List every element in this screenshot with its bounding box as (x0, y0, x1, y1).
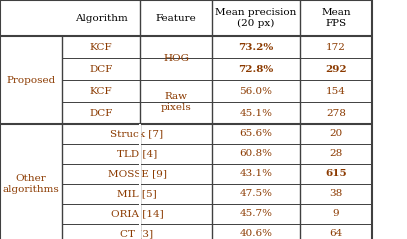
Text: 45.1%: 45.1% (239, 109, 273, 118)
Text: Mean precision
(20 px): Mean precision (20 px) (215, 8, 297, 28)
Text: 292: 292 (325, 65, 347, 74)
Text: 56.0%: 56.0% (239, 87, 273, 96)
Text: Struck [7]: Struck [7] (110, 130, 164, 138)
Text: 43.1%: 43.1% (239, 169, 273, 179)
Text: 615: 615 (325, 169, 347, 179)
Text: Algorithm: Algorithm (74, 13, 127, 22)
Text: Raw
pixels: Raw pixels (161, 92, 191, 112)
Text: 172: 172 (326, 43, 346, 51)
Text: ORIA [14]: ORIA [14] (111, 210, 163, 218)
Text: Other
algorithms: Other algorithms (2, 174, 59, 194)
Text: DCF: DCF (89, 109, 113, 118)
Text: MIL [5]: MIL [5] (117, 190, 157, 199)
Text: HOG: HOG (163, 54, 189, 63)
Text: 72.8%: 72.8% (239, 65, 274, 74)
Text: 154: 154 (326, 87, 346, 96)
Text: Proposed: Proposed (7, 76, 56, 85)
Text: 73.2%: 73.2% (239, 43, 274, 51)
Text: Mean
FPS: Mean FPS (321, 8, 351, 28)
Text: 45.7%: 45.7% (239, 210, 273, 218)
Text: TLD [4]: TLD [4] (117, 150, 157, 158)
Text: DCF: DCF (89, 65, 113, 74)
Text: 64: 64 (329, 229, 343, 239)
Text: 9: 9 (333, 210, 339, 218)
Text: MOSSE [9]: MOSSE [9] (107, 169, 166, 179)
Text: CT [3]: CT [3] (120, 229, 153, 239)
Text: 60.8%: 60.8% (239, 150, 273, 158)
Text: 20: 20 (329, 130, 343, 138)
Text: 65.6%: 65.6% (239, 130, 273, 138)
Text: 38: 38 (329, 190, 343, 199)
Text: 278: 278 (326, 109, 346, 118)
Text: KCF: KCF (90, 87, 112, 96)
Text: 28: 28 (329, 150, 343, 158)
Text: KCF: KCF (90, 43, 112, 51)
Text: 47.5%: 47.5% (239, 190, 273, 199)
Text: 40.6%: 40.6% (239, 229, 273, 239)
Text: Feature: Feature (155, 13, 196, 22)
Bar (139, 124, 141, 239)
